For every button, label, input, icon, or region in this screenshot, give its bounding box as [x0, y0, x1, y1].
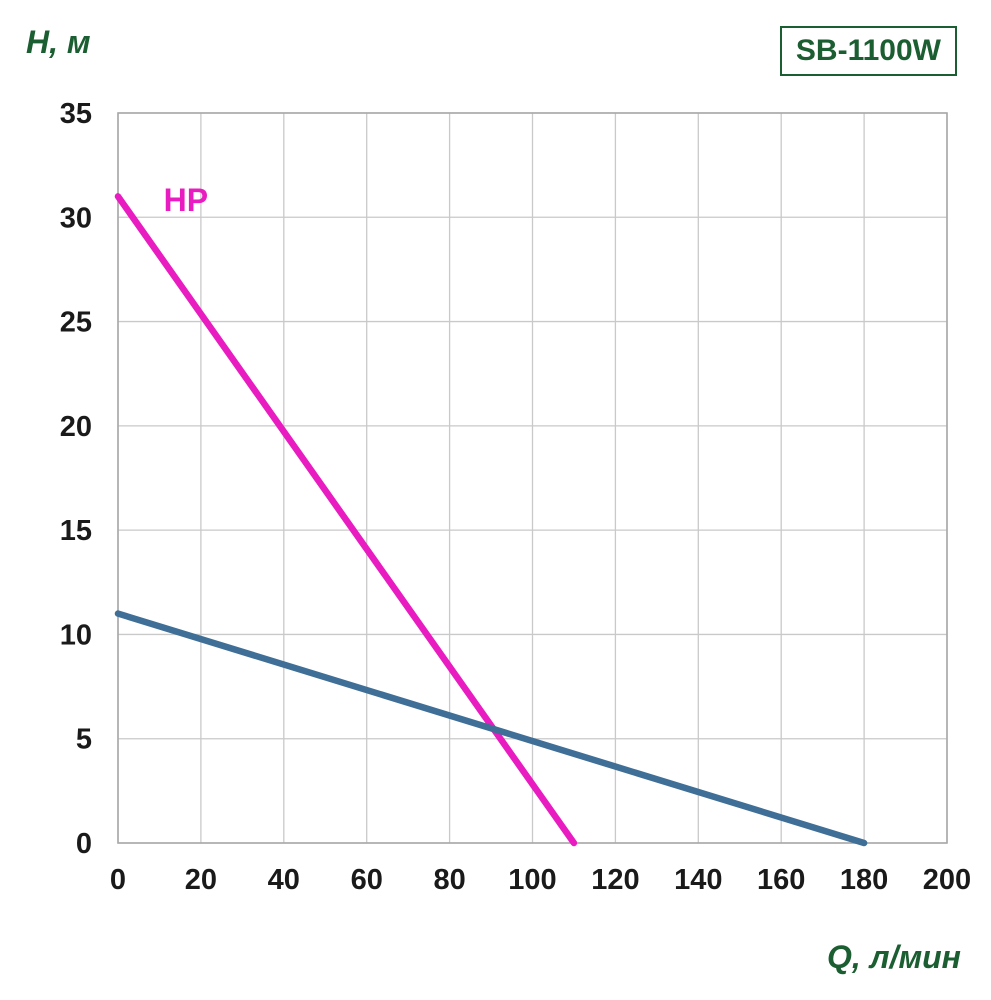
series-line-HP — [114, 193, 578, 847]
x-tick-label: 20 — [185, 864, 217, 896]
x-tick-label: 80 — [433, 864, 465, 896]
series-label-HP: HP — [164, 182, 208, 218]
x-tick-label: 60 — [351, 864, 383, 896]
x-tick-label: 200 — [923, 864, 971, 896]
model-badge: SB-1100W — [779, 26, 957, 76]
plot-border — [117, 112, 948, 844]
x-tick-label: 0 — [110, 864, 126, 896]
y-tick-label: 5 — [76, 724, 92, 756]
y-tick-label: 10 — [60, 619, 92, 651]
x-tick-label: 100 — [508, 864, 556, 896]
y-tick-label: 25 — [60, 307, 92, 339]
x-axis-title: Q, л/мин — [826, 939, 961, 975]
x-tick-label: 160 — [757, 864, 805, 896]
y-tick-label: 35 — [60, 98, 92, 130]
y-axis-title: H, м — [26, 24, 91, 60]
x-tick-label: 140 — [674, 864, 722, 896]
y-tick-label: 15 — [60, 515, 92, 547]
x-tick-label: 120 — [591, 864, 639, 896]
series-line-flow-head — [114, 610, 868, 847]
y-tick-label: 30 — [60, 202, 92, 234]
x-tick-label: 180 — [840, 864, 888, 896]
x-tick-label: 40 — [268, 864, 300, 896]
y-tick-label: 0 — [76, 828, 92, 860]
y-tick-label: 20 — [60, 411, 92, 443]
